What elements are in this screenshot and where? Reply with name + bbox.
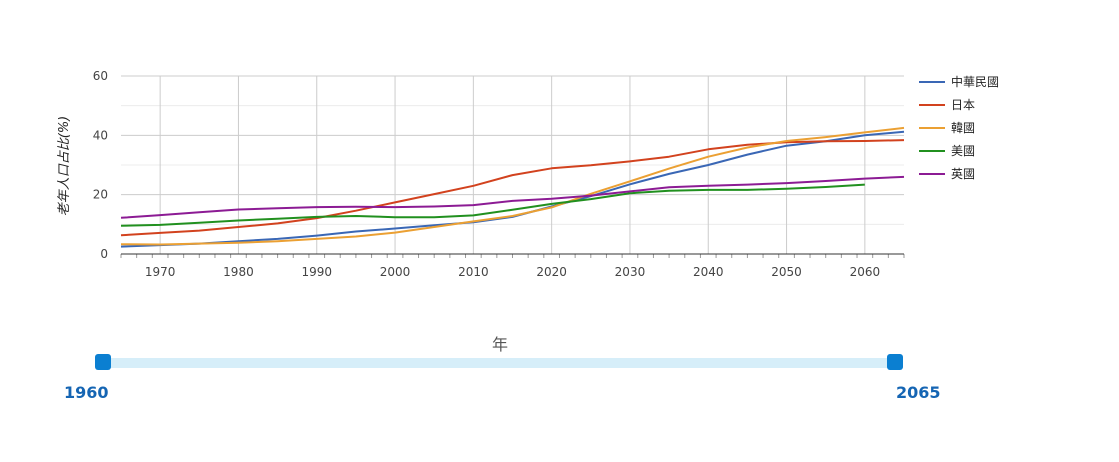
y-axis-label: 老年人口占比(%) xyxy=(57,116,72,217)
x-tick-label: 1980 xyxy=(223,265,254,279)
year-range-slider-track[interactable] xyxy=(103,358,895,368)
year-range-max-handle[interactable] xyxy=(887,354,903,370)
y-tick-label: 40 xyxy=(93,128,108,142)
legend-label: 韓國 xyxy=(951,121,975,135)
x-tick-label: 1970 xyxy=(145,265,176,279)
legend-label: 英國 xyxy=(951,167,975,181)
y-tick-label: 60 xyxy=(93,69,108,83)
x-tick-label: 2040 xyxy=(693,265,724,279)
y-tick-label: 20 xyxy=(93,188,108,202)
series-line-3 xyxy=(120,126,905,246)
legend-label: 日本 xyxy=(951,98,975,112)
year-range-max-label: 2065 xyxy=(896,383,941,402)
y-tick-label: 0 xyxy=(100,247,108,261)
legend-label: 中華民國 xyxy=(951,74,999,89)
series-line-5 xyxy=(120,175,905,219)
legend-label: 美國 xyxy=(951,144,975,158)
year-range-min-label: 1960 xyxy=(64,383,109,402)
x-tick-label: 2050 xyxy=(771,265,802,279)
x-tick-label: 2000 xyxy=(380,265,411,279)
x-tick-label: 2020 xyxy=(536,265,567,279)
x-tick-label: 1990 xyxy=(301,265,332,279)
series-line-4 xyxy=(120,183,865,227)
slider-title: 年 xyxy=(491,335,508,354)
x-tick-label: 2060 xyxy=(850,265,881,279)
x-tick-label: 2010 xyxy=(458,265,489,279)
year-range-min-handle[interactable] xyxy=(95,354,111,370)
x-tick-label: 2030 xyxy=(615,265,646,279)
series-lines xyxy=(120,126,905,248)
